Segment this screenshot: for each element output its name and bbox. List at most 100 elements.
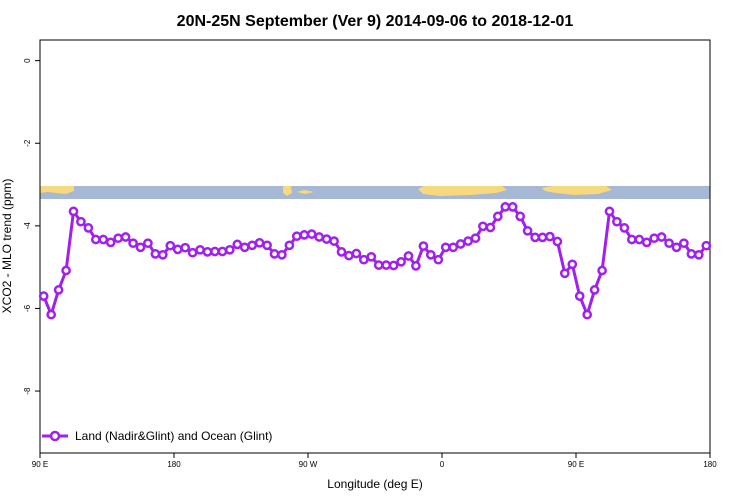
data-point	[396, 256, 406, 267]
data-point	[358, 254, 369, 265]
data-point	[143, 238, 153, 249]
data-point	[597, 265, 607, 276]
landmass-asia	[40, 186, 74, 194]
data-point	[247, 240, 258, 251]
data-point	[128, 238, 138, 249]
data-point	[284, 240, 295, 251]
data-point	[195, 244, 205, 255]
data-point	[403, 251, 414, 261]
x-tick-label: 90 W	[299, 460, 318, 469]
data-point	[187, 247, 198, 258]
data-point	[202, 247, 213, 257]
landmass-africa-arabia	[418, 186, 507, 196]
ocean-band	[40, 186, 710, 199]
data-point	[612, 216, 622, 227]
series-layer	[38, 202, 712, 320]
y-tick-label: -6	[23, 304, 32, 312]
data-point	[656, 232, 667, 242]
data-point	[53, 285, 64, 295]
data-point	[262, 240, 272, 251]
data-point	[701, 240, 712, 251]
x-tick-label: 0	[440, 460, 445, 469]
data-point	[574, 291, 585, 301]
data-point	[254, 237, 265, 248]
data-point	[373, 260, 384, 270]
data-point	[217, 246, 228, 257]
data-point	[157, 249, 168, 260]
data-point	[649, 233, 660, 244]
y-axis: 0 -2 -4 -6 -8	[23, 58, 40, 395]
data-point	[522, 225, 533, 236]
data-point	[291, 231, 302, 242]
data-point	[485, 222, 496, 233]
data-point	[150, 249, 161, 259]
data-point	[679, 238, 689, 249]
data-point	[545, 231, 555, 242]
data-point	[76, 216, 86, 227]
data-point	[582, 309, 593, 320]
data-point	[113, 233, 124, 244]
y-tick-label: -4	[23, 222, 32, 230]
data-point	[68, 206, 79, 217]
data-point	[589, 285, 600, 295]
data-point	[686, 249, 697, 259]
map-strip	[40, 186, 710, 199]
data-point	[232, 239, 243, 250]
data-point	[559, 268, 570, 279]
data-point	[693, 249, 704, 260]
data-point	[344, 250, 354, 261]
data-point	[210, 246, 220, 257]
data-point	[388, 260, 399, 271]
data-point	[530, 232, 540, 243]
landmass-caribbean	[297, 190, 314, 194]
data-point	[448, 242, 459, 253]
data-point	[433, 254, 444, 265]
data-point	[619, 223, 630, 233]
data-point	[83, 223, 94, 233]
legend-marker	[49, 430, 61, 442]
data-point	[277, 249, 287, 260]
x-tick-label: 180	[703, 460, 717, 469]
data-point	[507, 202, 518, 212]
y-tick-label: -8	[23, 387, 32, 395]
y-tick-label: 0	[23, 58, 32, 63]
series-line	[42, 205, 708, 317]
data-point	[626, 234, 637, 245]
data-point	[515, 211, 526, 222]
data-point	[440, 242, 451, 253]
x-tick-label: 90 E	[32, 460, 48, 469]
x-tick-label: 180	[167, 460, 181, 469]
data-point	[306, 229, 317, 239]
data-point	[500, 202, 511, 212]
legend-label: Land (Nadir&Glint) and Ocean (Glint)	[75, 429, 272, 443]
data-point	[90, 234, 101, 245]
data-point	[269, 249, 280, 259]
data-point	[470, 233, 481, 244]
data-point	[38, 291, 49, 301]
data-point	[120, 232, 131, 242]
landmass-asia-east	[542, 186, 612, 195]
data-point	[567, 259, 578, 270]
data-point	[537, 232, 548, 243]
x-axis: 90 E 180 90 W 0 90 E 180	[32, 453, 717, 469]
x-tick-label: 90 E	[568, 460, 584, 469]
legend: Land (Nadir&Glint) and Ocean (Glint)	[42, 429, 272, 443]
landmass-mexico	[283, 186, 292, 196]
chart-title: 20N-25N September (Ver 9) 2014-09-06 to …	[177, 13, 574, 30]
data-point	[46, 309, 57, 320]
data-point	[61, 265, 71, 276]
x-axis-label: Longitude (deg E)	[327, 477, 422, 491]
data-point	[321, 234, 332, 244]
data-point	[634, 234, 645, 245]
data-point	[381, 260, 392, 270]
data-point	[224, 244, 235, 255]
data-point	[411, 261, 421, 271]
data-point	[425, 249, 436, 260]
data-point	[98, 234, 109, 245]
data-point	[299, 230, 310, 240]
data-point	[351, 248, 362, 259]
data-point	[478, 221, 488, 232]
data-point	[180, 242, 191, 253]
data-point	[366, 251, 377, 262]
